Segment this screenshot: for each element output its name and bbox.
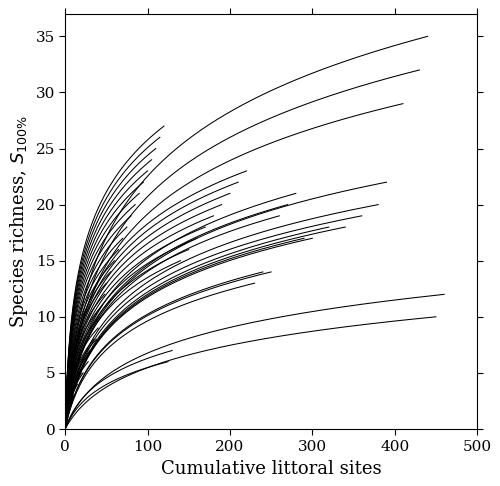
Y-axis label: Species richness, $S_{100\%}$: Species richness, $S_{100\%}$	[8, 115, 30, 328]
X-axis label: Cumulative littoral sites: Cumulative littoral sites	[161, 460, 382, 478]
